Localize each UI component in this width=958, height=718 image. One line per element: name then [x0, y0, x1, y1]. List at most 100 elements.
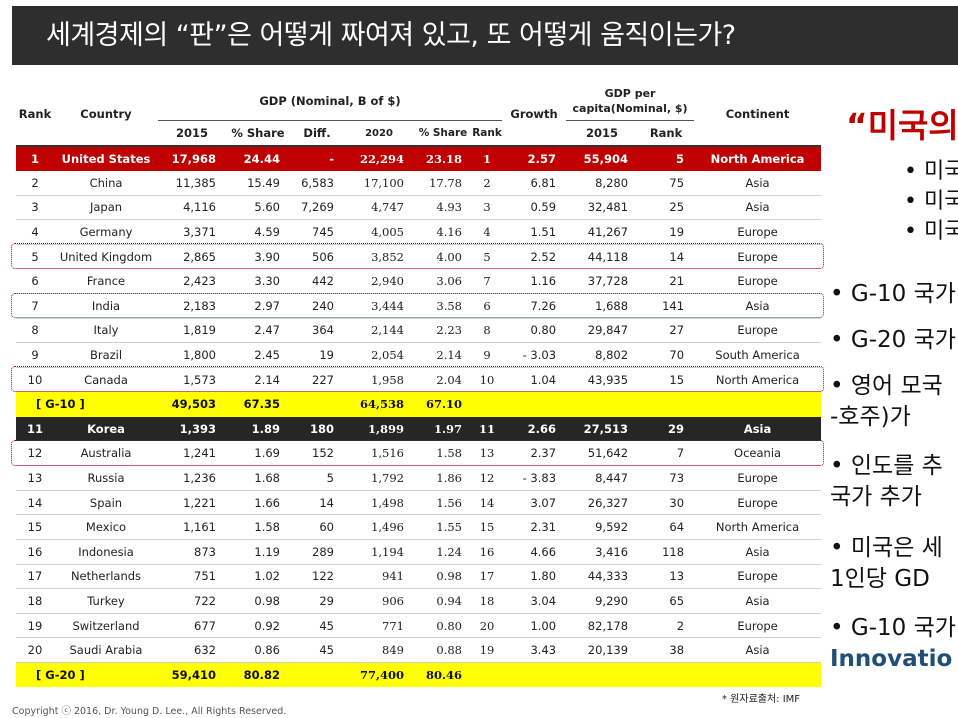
- cell-share-2020: 3.58: [414, 293, 472, 319]
- cell-gdp-per-capita: 44,118: [566, 244, 639, 270]
- cell-gdp-2020: 1,792: [344, 465, 414, 491]
- cell-gdp-per-capita: 9,290: [566, 588, 639, 614]
- cell-country: Indonesia: [54, 539, 158, 565]
- copyright-footer: Copyright ⓒ 2016, Dr. Young D. Lee., All…: [12, 706, 287, 717]
- gdp-ranking-table: Rank Country GDP (Nominal, B of $) Growt…: [16, 82, 822, 688]
- cell-country: Mexico: [54, 514, 158, 540]
- source-note: * 원자료출처: IMF: [722, 694, 801, 705]
- cell-share-2020: 4.00: [414, 244, 472, 270]
- cell-share-2020: 4.16: [414, 219, 472, 245]
- cell-growth: 2.37: [502, 441, 567, 467]
- cell-gdp-2020: 3,444: [344, 293, 414, 319]
- cell-per-capita-rank: [638, 662, 695, 688]
- cell-diff: -: [290, 146, 344, 171]
- bullet-innovation-text: Innovatio: [830, 646, 953, 672]
- cell-per-capita-rank: 65: [638, 588, 695, 614]
- cell-per-capita-rank: 15: [638, 367, 695, 393]
- cell-growth: 1.80: [502, 564, 567, 590]
- cell-gdp-per-capita: 9,592: [566, 514, 639, 540]
- cell-share-2015: 24.44: [226, 146, 290, 171]
- cell-growth: 3.04: [502, 588, 567, 614]
- cell-rank-2020: 11: [472, 416, 503, 442]
- cell-gdp-per-capita: 8,280: [566, 170, 639, 196]
- cell-share-2015: 1.66: [226, 490, 290, 516]
- cell-gdp-per-capita: 37,728: [566, 268, 639, 295]
- cell-continent: Asia: [694, 195, 822, 221]
- cell-growth: 2.57: [502, 146, 567, 171]
- cell-gdp-2020: 3,852: [344, 244, 414, 270]
- cell-gdp-per-capita: 44,333: [566, 564, 639, 590]
- cell-gdp-2015: 1,161: [158, 514, 226, 540]
- cell-share-2015: 0.92: [226, 613, 290, 639]
- cell-share-2020: 1.24: [414, 539, 472, 565]
- cell-diff: 60: [290, 514, 344, 540]
- header-continent: Continent: [694, 82, 822, 147]
- cell-per-capita-rank: 19: [638, 219, 695, 245]
- cell-share-2020: 80.46: [414, 662, 472, 688]
- cell-gdp-2020: 849: [344, 637, 414, 663]
- cell-growth: 1.00: [502, 613, 567, 639]
- cell-gdp-2020: 941: [344, 564, 414, 590]
- bullet-india: • 인도를 추: [830, 453, 943, 479]
- table-row: 19 Switzerland 677 0.92 45 771 0.80 20 1.00 82,17…: [16, 613, 822, 639]
- cell-country: United States: [54, 146, 158, 171]
- cell-per-capita-rank: 7: [638, 441, 695, 467]
- cell-rank: 4: [16, 219, 54, 245]
- cell-country: Canada: [54, 367, 158, 393]
- cell-diff: 152: [290, 441, 344, 467]
- cell-diff: 122: [290, 564, 344, 590]
- cell-share-2015: 2.47: [226, 318, 290, 344]
- cell-gdp-per-capita: 1,688: [566, 293, 639, 319]
- cell-growth: 1.04: [502, 367, 567, 393]
- cell-share-2015: 80.82: [226, 662, 290, 688]
- cell-rank-2020: 5: [472, 244, 503, 270]
- cell-share-2020: 1.97: [414, 416, 472, 442]
- cell-gdp-2015: 1,221: [158, 490, 226, 516]
- cell-gdp-per-capita: 82,178: [566, 613, 639, 639]
- cell-country: Switzerland: [54, 613, 158, 639]
- cell-rank-2020: 15: [472, 514, 503, 540]
- cell-diff: [290, 391, 344, 417]
- cell-country: Turkey: [54, 588, 158, 614]
- cell-gdp-per-capita: 55,904: [566, 146, 639, 171]
- cell-gdp-2015: 11,385: [158, 170, 226, 196]
- cell-gdp-per-capita: 32,481: [566, 195, 639, 221]
- cell-share-2020: 0.98: [414, 564, 472, 590]
- cell-diff: 745: [290, 219, 344, 245]
- cell-growth: 3.07: [502, 490, 567, 516]
- cell-rank: [ G-20 ]: [16, 662, 158, 688]
- cell-gdp-2015: 3,371: [158, 219, 226, 245]
- cell-share-2015: 1.02: [226, 564, 290, 590]
- cell-continent: [694, 391, 822, 417]
- cell-diff: 7,269: [290, 195, 344, 221]
- cell-gdp-2015: 1,241: [158, 441, 226, 467]
- cell-gdp-2020: 4,747: [344, 195, 414, 221]
- cell-country: Korea: [54, 416, 158, 442]
- cell-gdp-2015: 1,573: [158, 367, 226, 393]
- table-row: 9 Brazil 1,800 2.45 19 2,054 2.14 9- 3.03 8,802 7…: [16, 342, 822, 368]
- cell-share-2015: 1.68: [226, 465, 290, 491]
- cell-share-2015: 67.35: [226, 391, 290, 417]
- cell-share-2020: 2.14: [414, 342, 472, 368]
- cell-diff: 364: [290, 318, 344, 344]
- table-row: 3 Japan 4,116 5.60 7,269 4,747 4.93 3 0.59 32,481…: [16, 195, 822, 221]
- cell-share-2015: 0.86: [226, 637, 290, 663]
- cell-gdp-2015: 17,968: [158, 146, 226, 171]
- cell-continent: Asia: [694, 539, 822, 565]
- cell-continent: Europe: [694, 219, 822, 245]
- cell-gdp-per-capita: 20,139: [566, 637, 639, 663]
- cell-rank-2020: 19: [472, 637, 503, 663]
- cell-rank-2020: 18: [472, 588, 503, 614]
- cell-gdp-per-capita: 43,935: [566, 367, 639, 393]
- cell-country: Russia: [54, 465, 158, 491]
- cell-per-capita-rank: 73: [638, 465, 695, 491]
- cell-country: Australia: [54, 441, 158, 467]
- cell-rank: 16: [16, 539, 54, 565]
- cell-growth: 2.31: [502, 514, 567, 540]
- cell-country: China: [54, 170, 158, 196]
- header-rank-2020: Rank: [472, 120, 503, 147]
- table-row: 2 China 11,385 15.49 6,583 17,100 17.78 2 6.81 8,…: [16, 170, 822, 196]
- cell-rank: 15: [16, 514, 54, 540]
- cell-country: India: [54, 293, 158, 319]
- cell-per-capita-rank: 141: [638, 293, 695, 319]
